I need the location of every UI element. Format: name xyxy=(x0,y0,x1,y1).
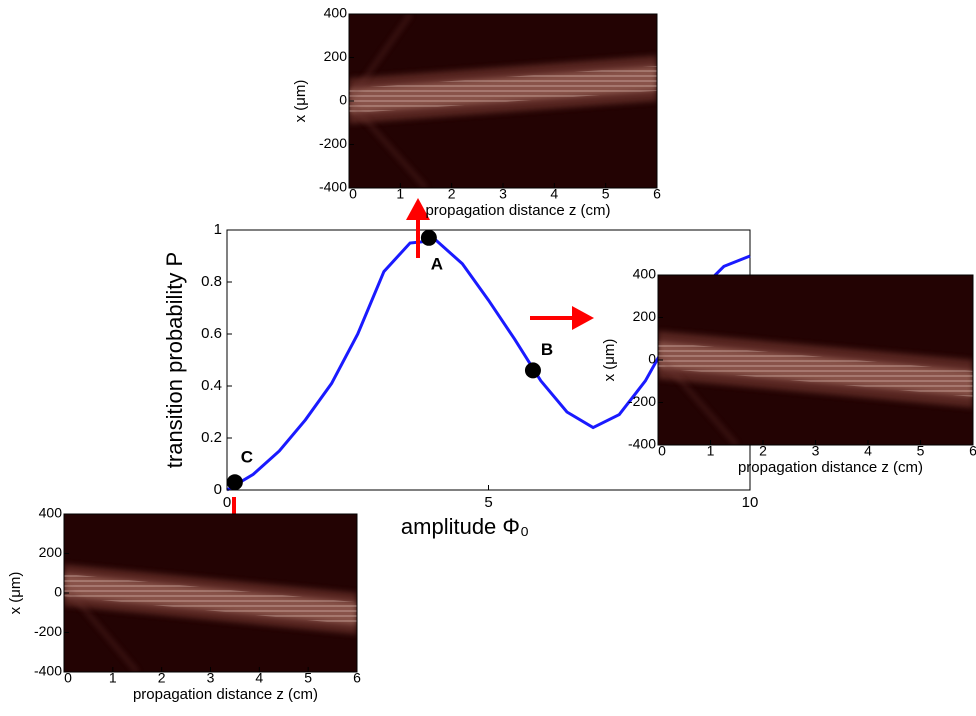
x-tick-label: 2 xyxy=(759,443,767,459)
y-tick-label: 0.4 xyxy=(201,377,222,394)
x-axis-label: amplitude Φ₀ xyxy=(401,514,529,539)
edge-ray xyxy=(349,100,428,188)
inset-chart: 0 1 2 3 4 5 6 -400 -200 0 200 400 propagation distan… xyxy=(601,266,976,476)
point xyxy=(420,229,437,246)
y-tick-label: 1 xyxy=(214,221,222,238)
x-tick-label: 0 xyxy=(223,494,231,511)
y-tick-label: -200 xyxy=(34,623,62,639)
heatmap-image xyxy=(349,14,657,188)
x-tick-label: 2 xyxy=(158,670,166,686)
x-tick-label: 3 xyxy=(207,670,215,686)
y-tick-label: -400 xyxy=(628,436,656,452)
x-axis-label: propagation distance z (cm) xyxy=(738,459,923,476)
edge-ray xyxy=(64,584,139,672)
point-label: A xyxy=(431,254,443,273)
y-tick-label: 0 xyxy=(648,351,656,367)
x-axis-label: propagation distance z (cm) xyxy=(133,686,318,703)
arrow-head xyxy=(572,306,594,330)
y-tick-label: 200 xyxy=(633,308,657,324)
y-axis-label: transition probability P xyxy=(162,252,187,468)
y-tick-label: -200 xyxy=(628,393,656,409)
edge-ray xyxy=(349,14,412,102)
y-tick-label: 0.8 xyxy=(201,273,222,290)
x-tick-label: 6 xyxy=(969,443,976,459)
y-tick-label: 400 xyxy=(39,505,63,521)
y-tick-label: 200 xyxy=(324,48,348,64)
y-axis-label: x (μm) xyxy=(292,80,309,123)
y-tick-label: 0 xyxy=(54,584,62,600)
x-tick-label: 6 xyxy=(653,186,661,202)
beam-stripes xyxy=(349,65,657,114)
x-tick-label: 4 xyxy=(864,443,872,459)
point-label: C xyxy=(241,448,253,467)
y-tick-label: -400 xyxy=(34,663,62,679)
x-tick-label: 1 xyxy=(109,670,117,686)
beam-stripes xyxy=(64,573,357,625)
y-axis-label: x (μm) xyxy=(601,339,618,382)
x-tick-label: 1 xyxy=(396,186,404,202)
x-tick-label: 3 xyxy=(812,443,820,459)
y-tick-label: -400 xyxy=(319,179,347,195)
y-tick-label: 0 xyxy=(339,92,347,108)
x-axis-label: propagation distance z (cm) xyxy=(425,202,610,219)
y-axis-label: x (μm) xyxy=(7,572,24,615)
x-tick-label: 0 xyxy=(64,670,72,686)
x-tick-label: 2 xyxy=(448,186,456,202)
arrow-head xyxy=(406,198,430,220)
y-tick-label: 400 xyxy=(324,5,348,21)
heatmap-image xyxy=(64,514,357,672)
x-tick-label: 5 xyxy=(304,670,312,686)
point xyxy=(524,362,541,379)
x-tick-label: 3 xyxy=(499,186,507,202)
edge-ray xyxy=(658,353,738,445)
beam-stripes xyxy=(658,341,973,397)
x-tick-label: 1 xyxy=(707,443,715,459)
x-tick-label: 4 xyxy=(550,186,558,202)
x-tick-label: 10 xyxy=(742,494,759,511)
inset-chart: 0 1 2 3 4 5 6 -400 -200 0 200 400 propagation distan… xyxy=(7,505,361,703)
x-tick-label: 5 xyxy=(602,186,610,202)
x-tick-label: 5 xyxy=(484,494,492,511)
x-tick-label: 0 xyxy=(658,443,666,459)
y-tick-label: 0.2 xyxy=(201,429,222,446)
y-tick-label: 200 xyxy=(39,544,63,560)
y-tick-label: 400 xyxy=(633,266,657,282)
x-tick-label: 5 xyxy=(917,443,925,459)
heatmap-image xyxy=(658,275,973,445)
x-tick-label: 0 xyxy=(349,186,357,202)
point xyxy=(226,474,243,491)
x-tick-label: 6 xyxy=(353,670,361,686)
y-tick-label: 0 xyxy=(214,481,222,498)
point-label: B xyxy=(541,340,553,359)
inset-chart: 0 1 2 3 4 5 6 -400 -200 0 200 400 propagation distan… xyxy=(292,5,661,219)
y-tick-label: -200 xyxy=(319,135,347,151)
y-tick-label: 0.6 xyxy=(201,325,222,342)
x-tick-label: 4 xyxy=(255,670,263,686)
